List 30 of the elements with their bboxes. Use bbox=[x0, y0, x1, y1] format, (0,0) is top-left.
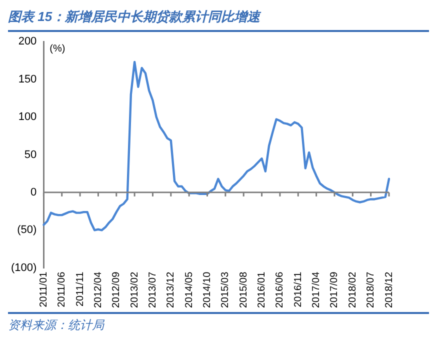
x-tick-label: 2016/11 bbox=[292, 271, 304, 308]
y-tick-label: 100 bbox=[18, 111, 37, 124]
x-tick-label: 2015/08 bbox=[238, 271, 250, 308]
y-tick-label: 150 bbox=[18, 73, 37, 86]
text: 资料来源：统计局 bbox=[8, 317, 106, 334]
x-tick-label: 2011/01 bbox=[38, 271, 50, 308]
x-tick-label: 2016/06 bbox=[274, 271, 286, 308]
y-tick-label: 200 bbox=[18, 36, 37, 48]
x-tick-label: 2013/02 bbox=[129, 271, 140, 308]
y-tick-label: 50 bbox=[24, 148, 37, 161]
x-tick-label: 2014/10 bbox=[202, 271, 213, 308]
x-tick-label: 2017/09 bbox=[329, 271, 340, 308]
x-tick-label: 2013/07 bbox=[147, 271, 158, 308]
x-tick-label: 2011/11 bbox=[74, 271, 86, 307]
x-tick-label: 2011/06 bbox=[56, 271, 68, 308]
y-axis-title: (%) bbox=[50, 43, 66, 54]
x-tick-label: 2013/12 bbox=[166, 271, 177, 308]
x-tick-label: 2018/12 bbox=[384, 271, 395, 308]
x-tick-label: 2016/01 bbox=[256, 271, 268, 308]
y-tick-label: (50) bbox=[17, 224, 37, 236]
x-tick-label: 2014/05 bbox=[184, 271, 195, 308]
y-tick-label: (100) bbox=[10, 262, 37, 274]
x-tick-label: 2018/07 bbox=[366, 271, 377, 308]
x-tick-label: 2018/02 bbox=[347, 271, 358, 308]
x-tick-label: 2015/03 bbox=[220, 271, 232, 308]
x-tick-label: 2012/09 bbox=[111, 271, 122, 308]
x-tick-label: 2017/04 bbox=[311, 271, 322, 308]
y-tick-label: 0 bbox=[30, 186, 37, 198]
x-tick-label: 2012/04 bbox=[92, 271, 104, 308]
chart-title: 图表 15：新增居民中长期贷款累计同比增速 bbox=[8, 8, 429, 32]
